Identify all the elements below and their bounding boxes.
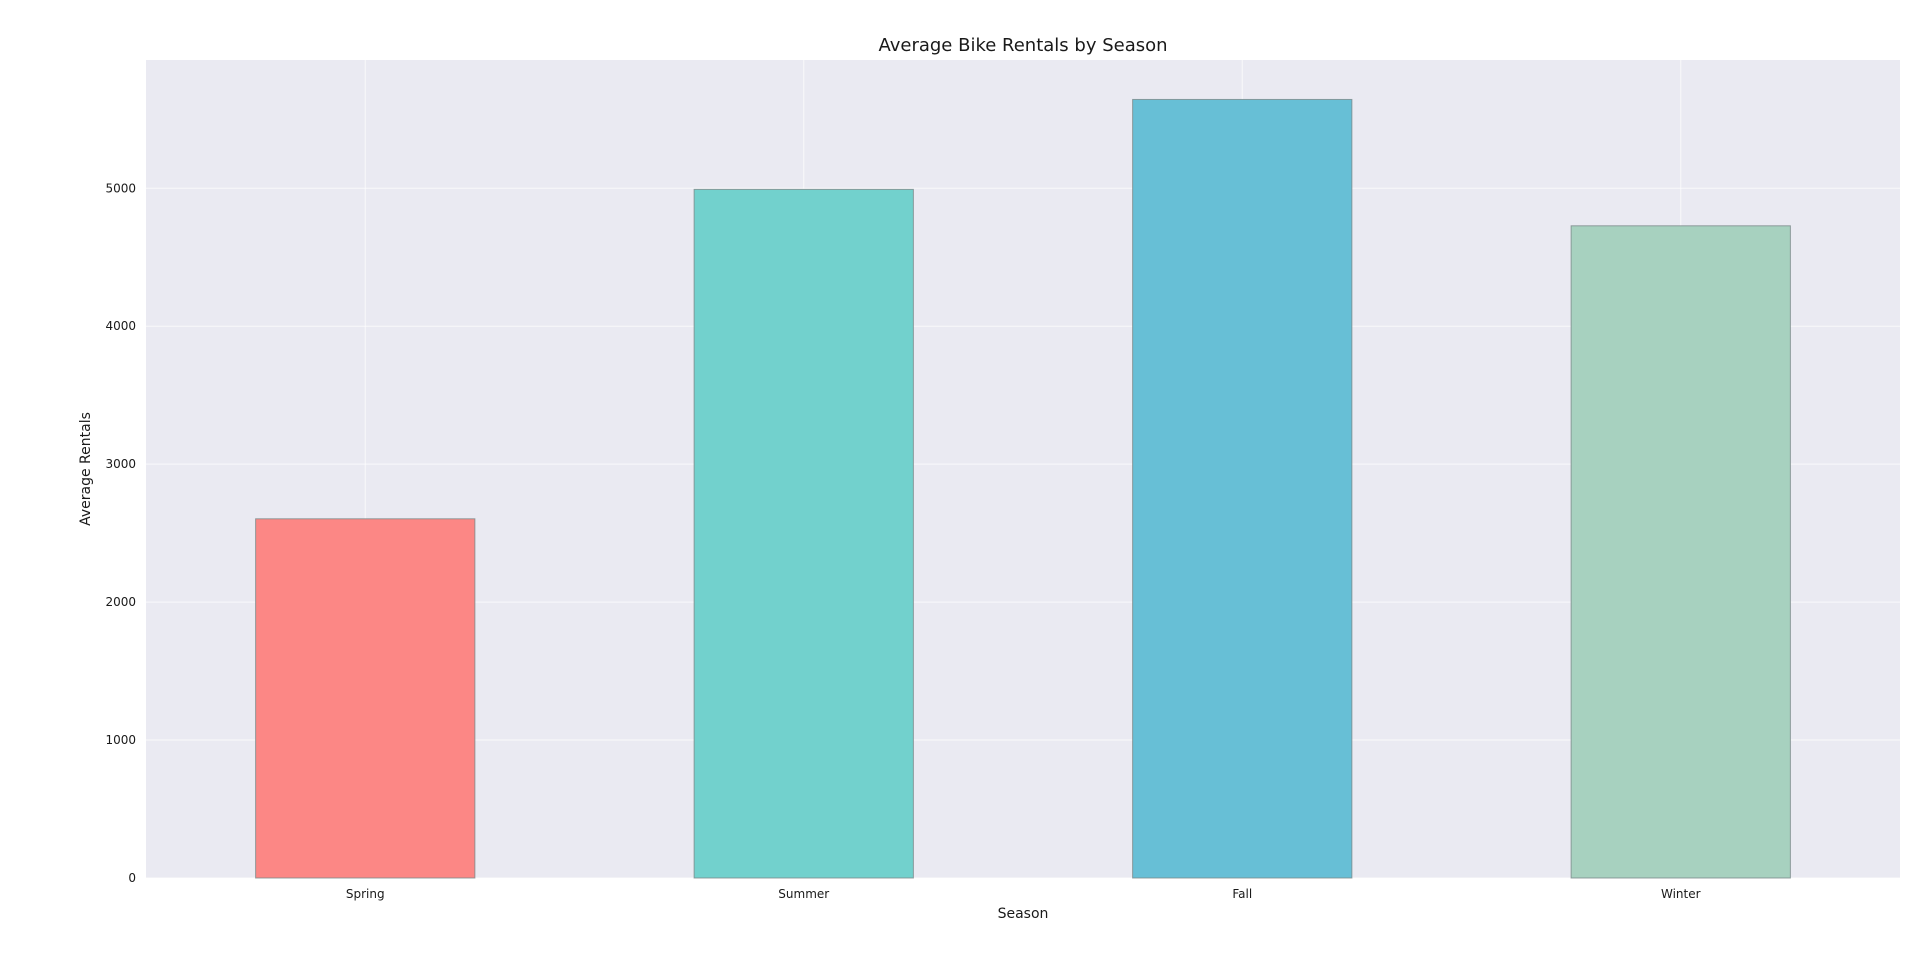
y-tick-label: 4000: [105, 319, 136, 333]
x-axis-ticks: Spring Summer Fall Winter: [346, 887, 1701, 901]
bar-fall: [1132, 98, 1353, 879]
y-tick-label: 3000: [105, 457, 136, 471]
y-axis-ticks: 0 1000 2000 3000 4000 5000: [105, 181, 136, 885]
bar-spring: [255, 518, 476, 879]
chart-title: Average Bike Rentals by Season: [878, 35, 1167, 56]
y-tick-label: 1000: [105, 733, 136, 747]
x-axis-label: Season: [998, 906, 1049, 922]
x-tick-label: Summer: [778, 887, 829, 901]
y-axis-label: Average Rentals: [78, 412, 94, 526]
x-tick-label: Spring: [346, 887, 385, 901]
x-tick-label: Fall: [1232, 887, 1252, 901]
x-tick-label: Winter: [1661, 887, 1701, 901]
bar-summer: [693, 188, 914, 879]
bars: [255, 98, 1791, 879]
y-tick-label: 0: [128, 871, 136, 885]
bar-winter: [1570, 225, 1791, 879]
y-tick-label: 2000: [105, 595, 136, 609]
y-tick-label: 5000: [105, 181, 136, 195]
